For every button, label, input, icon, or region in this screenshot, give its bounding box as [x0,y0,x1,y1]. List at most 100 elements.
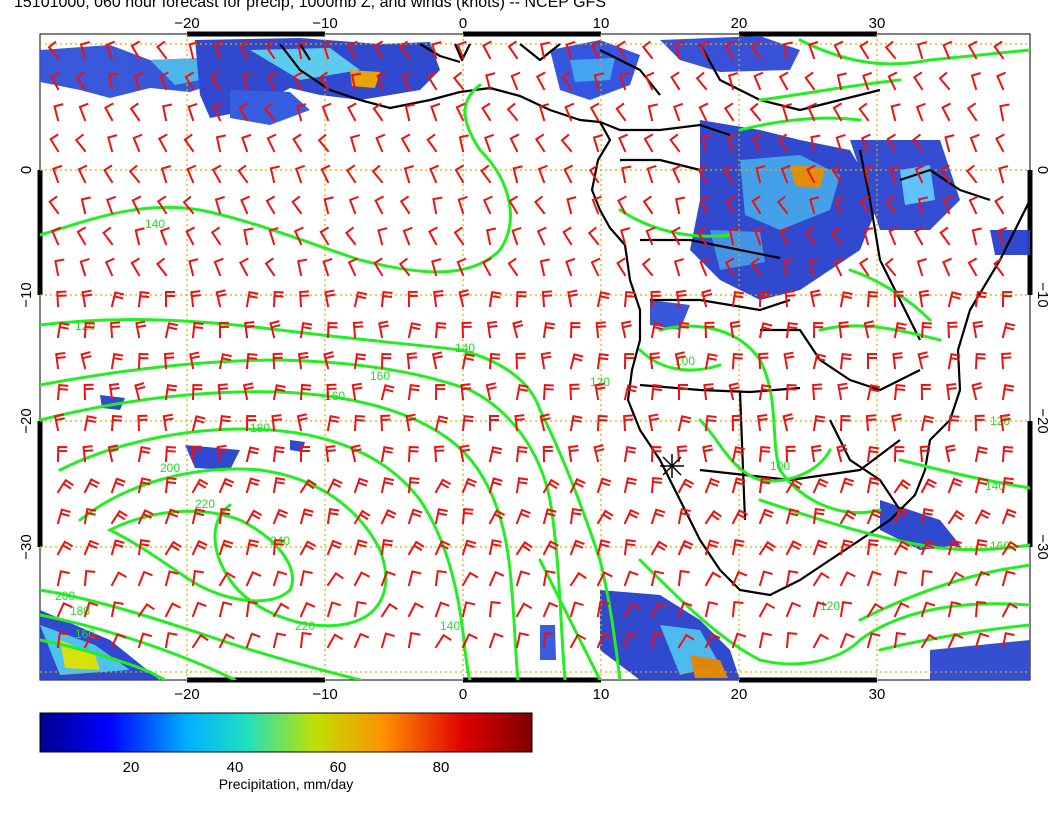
wind-barb [620,227,631,246]
wind-barb [838,321,850,339]
wind-barb [808,257,819,277]
wind-barb [750,257,762,277]
wind-barb [268,226,279,246]
wind-barb [785,445,796,463]
wind-barb [677,569,690,587]
wind-barb [643,133,654,153]
lat-tick-label: −30 [18,534,35,559]
wind-barb [55,351,66,370]
wind-barb [110,509,128,525]
wind-barb [807,102,818,122]
wind-barb [137,477,152,494]
wind-barb [702,444,713,463]
wind-barb [157,133,168,153]
lon-tick-label: 30 [869,15,886,32]
wind-barb [300,446,310,462]
wind-barb [804,71,816,91]
wind-barb [757,413,768,432]
wind-barb [938,71,951,91]
wind-barb [488,446,503,463]
wind-barb [594,382,606,401]
wind-barb [238,102,249,122]
wind-barb [677,633,695,649]
wind-barb [809,196,820,215]
wind-barb [110,353,124,370]
wind-barb [427,71,438,91]
wind-barb [645,226,656,246]
contour-label: 200 [55,589,75,603]
wind-barb [162,413,174,432]
contour-label: 120 [590,375,610,389]
wind-barb [812,383,823,401]
wind-barb [488,632,504,649]
wind-barb [999,103,1010,122]
wind-barb [677,539,694,556]
wind-barb [325,445,336,463]
wind-barb [593,72,604,91]
wind-barb [83,321,95,339]
wind-barb [974,539,988,556]
wind-barb [164,322,179,339]
wind-barb [510,71,521,91]
wind-barb [704,415,717,432]
wind-barb [884,40,897,60]
wind-barb [434,569,447,587]
wind-barb [184,71,195,91]
wind-barb [218,539,234,556]
wind-barb [346,102,357,122]
wind-barb [967,257,978,277]
wind-barb [191,478,209,494]
wind-barb [432,196,443,215]
lon-tick-label: 0 [459,15,467,32]
wind-barb [130,257,141,277]
wind-barb [324,289,336,308]
wind-barb [373,40,384,60]
colorbar-tick-label: 60 [330,759,347,776]
wind-barb [299,478,317,494]
wind-barb [107,444,119,463]
lat-tick-label: −10 [1034,282,1051,307]
wind-barb [514,414,525,432]
wind-barb [997,226,1008,246]
wind-barb [835,133,846,153]
wind-barb [215,134,226,153]
wind-barb [434,478,452,494]
wind-barb [137,414,148,432]
wind-barb [974,414,985,432]
wind-barb [886,133,897,153]
lon-axis-bottom: −20 −10 0 10 20 30 [174,686,885,703]
wind-barb [407,508,423,525]
wind-barb [731,509,748,525]
wind-barb [380,414,391,432]
wind-barb [380,508,397,525]
wind-barb [916,258,927,277]
wind-barb [47,40,60,60]
wind-barb [616,257,627,277]
wind-barb [697,164,708,184]
wind-barb [434,539,451,556]
wind-barb [947,353,961,370]
wind-barb [407,540,425,556]
wind-barb [731,290,745,308]
wind-barb [542,632,555,649]
wind-barb [704,539,720,556]
wind-barb [569,353,584,370]
wind-barb [839,352,852,370]
wind-barb [699,257,710,277]
wind-barb [677,415,692,432]
wind-barb [352,321,364,339]
wind-barb [83,383,94,401]
wind-barb [893,540,911,556]
wind-barb [537,164,548,184]
wind-barb [839,571,856,587]
wind-barb [461,633,478,649]
wind-barb [134,382,146,401]
wind-barb [79,41,90,60]
wind-barb [326,572,344,587]
wind-barb [245,509,263,525]
wind-barb [82,445,94,463]
wind-barb [56,631,69,649]
wind-barb [699,40,710,60]
wind-barb [569,507,582,525]
